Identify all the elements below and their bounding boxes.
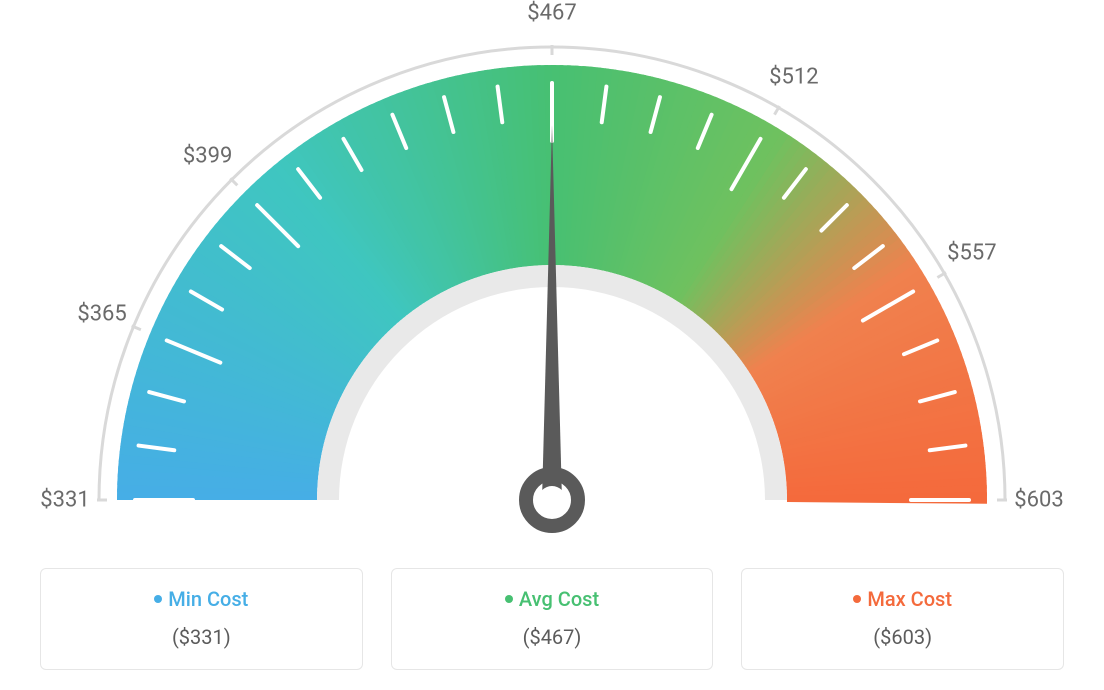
gauge-tick-label: $365 (77, 301, 126, 326)
legend-value-min: ($331) (51, 625, 352, 649)
legend-value-max: ($603) (752, 625, 1053, 649)
gauge-tick-label: $467 (527, 1, 576, 26)
legend-dot-avg (505, 595, 513, 603)
legend-title-avg: Avg Cost (402, 587, 703, 611)
legend-card-avg: Avg Cost ($467) (391, 568, 714, 670)
gauge-svg (0, 0, 1104, 560)
gauge-tick-label: $331 (40, 488, 89, 513)
legend-title-max: Max Cost (752, 587, 1053, 611)
legend: Min Cost ($331) Avg Cost ($467) Max Cost… (40, 568, 1064, 670)
gauge-tick-label: $603 (1014, 488, 1063, 513)
gauge-chart: $331 $365 $399 $467 $512 $557 $603 (0, 0, 1104, 560)
legend-title-min-text: Min Cost (168, 587, 248, 611)
legend-title-max-text: Max Cost (867, 587, 952, 611)
legend-title-min: Min Cost (51, 587, 352, 611)
legend-card-max: Max Cost ($603) (741, 568, 1064, 670)
gauge-tick-label: $399 (183, 143, 232, 168)
legend-card-min: Min Cost ($331) (40, 568, 363, 670)
legend-value-avg: ($467) (402, 625, 703, 649)
legend-dot-max (853, 595, 861, 603)
legend-dot-min (154, 595, 162, 603)
legend-title-avg-text: Avg Cost (519, 587, 599, 611)
gauge-tick-label: $557 (947, 241, 996, 266)
gauge-tick-label: $512 (769, 65, 818, 90)
